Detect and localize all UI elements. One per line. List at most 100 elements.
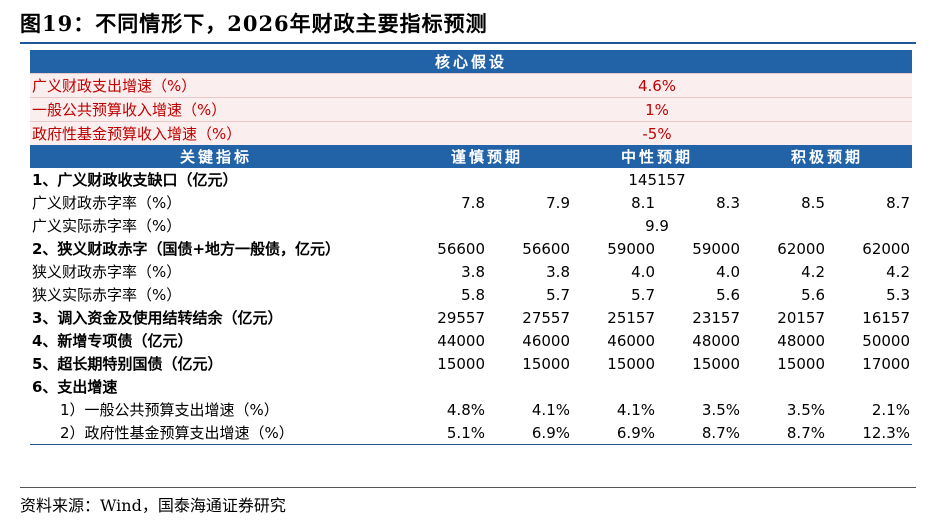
row-label: 2）政府性基金预算支出增速（%） [30,421,402,445]
row-label: 5、超长期特别国债（亿元） [32,355,223,373]
cell-value: 3.8 [461,262,485,281]
row-label: 广义实际赤字率（%） [32,217,182,235]
data-row: 广义财政赤字率（%） 7.8 7.9 8.1 8.3 8.5 8.7 [30,191,912,214]
core-header-row: 核心假设 [30,50,912,74]
cell-value: 15000 [777,354,825,373]
forecast-table: 核心假设 广义财政支出增速（%） 4.6% 一般公共预算收入增速（%） 1% 政府性基金预… [30,50,912,445]
source-rule [20,487,916,488]
cell-value: 8.7% [657,421,742,445]
data-row: 2、狭义财政赤字（国债+地方一般债，亿元） 56600 56600 59000 5900… [30,237,912,260]
cell-value: 50000 [862,331,910,350]
table-body: 核心假设 广义财政支出增速（%） 4.6% 一般公共预算收入增速（%） 1% 政府性基金预… [30,50,912,445]
cell-value: 48000 [777,331,825,350]
row-label: 狭义财政赤字率（%） [32,263,182,281]
cell-value: 5.1% [402,421,487,445]
data-row: 1）一般公共预算支出增速（%） 4.8% 4.1% 4.1% 3.5% 3.5% 2.1% [30,398,912,421]
row-label: 3、调入资金及使用结转结余（亿元） [32,308,283,327]
cell-value: 5.7 [631,285,655,304]
cell-value: 16157 [862,308,910,327]
data-row: 5、超长期特别国债（亿元） 15000 15000 15000 15000 15000 17… [30,352,912,375]
cell-value: 12.3% [827,421,912,445]
row-label: 1、广义财政收支缺口（亿元） [32,171,238,189]
cell-value: 62000 [777,239,825,258]
row-label: 6、支出增速 [32,378,118,396]
cell-value: 23157 [692,308,740,327]
cell-value: 4.0 [716,262,740,281]
cell-value: 8.3 [716,193,740,212]
cell-value: 8.7 [886,193,910,212]
cell-value: 6.9% [487,421,572,445]
data-row: 狭义财政赤字率（%） 3.8 3.8 4.0 4.0 4.2 4.2 [30,260,912,283]
cell-value: 5.7 [546,285,570,304]
cell-value: 15000 [522,354,570,373]
cell-value: 7.8 [461,193,485,212]
cell-value: 8.1 [631,193,655,212]
assumption-label: 一般公共预算收入增速（%） [30,97,402,122]
cell-value: 20157 [777,308,825,327]
cell-value: 5.3 [886,285,910,304]
row-label: 4、新增专项债（亿元） [32,332,193,350]
cell-value: 15000 [437,354,485,373]
cell-value: 4.1% [531,400,570,419]
cell-value: 44000 [437,331,485,350]
cell-value: 56600 [437,239,485,258]
cell-value: 5.8 [461,285,485,304]
cell-value: 4.8% [446,400,485,419]
core-header: 核心假设 [30,50,912,74]
data-row: 3、调入资金及使用结转结余（亿元） 29557 27557 25157 23157 201… [30,306,912,329]
row-label: 1）一般公共预算支出增速（%） [60,401,279,419]
assumption-value: -5% [402,121,912,145]
cell-value: 7.9 [546,193,570,212]
column-header: 关键指标 [30,145,402,168]
cell-value: 62000 [862,239,910,258]
cell-value: 4.2 [886,262,910,281]
column-header: 中性预期 [572,145,742,168]
cell-value: 3.8 [546,262,570,281]
assumption-value: 4.6% [402,73,912,98]
cell-value: 4.0 [631,262,655,281]
cell-value: 15000 [692,354,740,373]
title: 图19：不同情形下，2026年财政主要指标预测 [20,11,488,36]
column-header: 积极预期 [742,145,912,168]
cell-value: 48000 [692,331,740,350]
cell-value: 3.5% [786,400,825,419]
cell-value: 5.6 [716,285,740,304]
cell-value: 5.6 [801,285,825,304]
source: 资料来源：Wind，国泰海通证券研究 [20,496,286,515]
cell-value: 145157 [628,170,686,189]
assumption-value: 1% [402,97,912,122]
data-row: 4、新增专项债（亿元） 44000 46000 46000 48000 48000 5000… [30,329,912,352]
data-row: 狭义实际赤字率（%） 5.8 5.7 5.7 5.6 5.6 5.3 [30,283,912,306]
cell-value: 29557 [437,308,485,327]
assumption-label: 政府性基金预算收入增速（%） [30,121,402,145]
row-label: 2、狭义财政赤字（国债+地方一般债，亿元） [32,239,341,258]
cell-value: 17000 [862,354,910,373]
assumption-row: 政府性基金预算收入增速（%） -5% [30,121,912,145]
cell-value: 8.5 [801,193,825,212]
cell-value: 8.7% [742,421,827,445]
cell-value: 2.1% [871,400,910,419]
cell-value: 6.9% [572,421,657,445]
data-row: 2）政府性基金预算支出增速（%） 5.1% 6.9% 6.9% 8.7% 8.7% 12.3… [30,421,912,445]
cell-value: 3.5% [701,400,740,419]
data-row: 1、广义财政收支缺口（亿元） 145157 [30,168,912,191]
cell-value: 46000 [522,331,570,350]
cell-value: 25157 [607,308,655,327]
cell-value: 46000 [607,331,655,350]
row-label: 狭义实际赤字率（%） [32,286,182,304]
cell-value: 56600 [522,239,570,258]
assumption-row: 广义财政支出增速（%） 4.6% [30,73,912,98]
data-row: 广义实际赤字率（%） 9.9 [30,214,912,237]
title-rule [20,42,916,44]
cell-value: 4.2 [801,262,825,281]
cell-value: 9.9 [645,216,669,235]
cell-value: 4.1% [616,400,655,419]
cell-value: 59000 [692,239,740,258]
row-label: 广义财政赤字率（%） [32,194,182,212]
data-row: 6、支出增速 [30,375,912,398]
cell-value: 27557 [522,308,570,327]
column-header: 谨慎预期 [402,145,572,168]
cell-value: 15000 [607,354,655,373]
assumption-row: 一般公共预算收入增速（%） 1% [30,97,912,122]
